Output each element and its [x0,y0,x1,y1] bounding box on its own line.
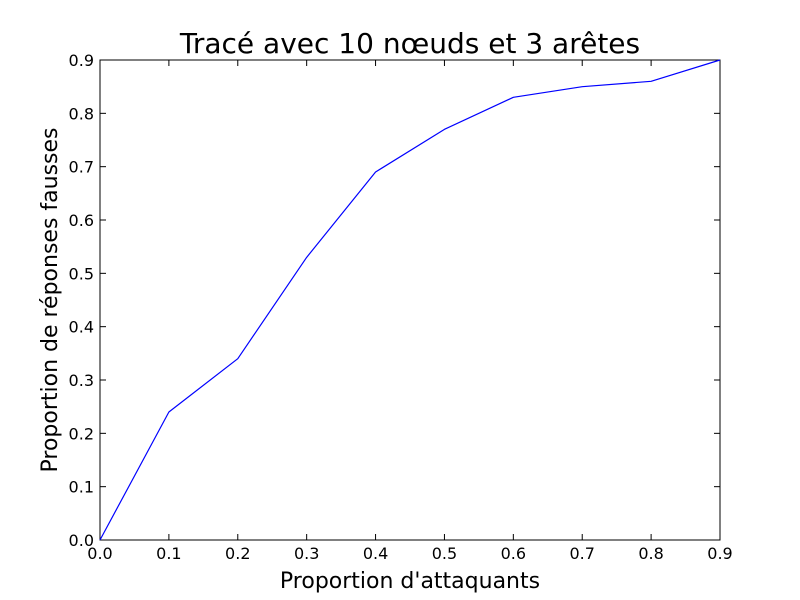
x-tick-label: 0.4 [363,544,388,563]
series-line-0 [99,59,721,541]
plot-frame [99,59,721,541]
y-tick-label: 0.7 [69,158,94,177]
x-tick-label: 0.3 [294,544,319,563]
x-axis-label: Proportion d'attaquants [280,569,540,594]
x-tick-label: 0.7 [569,544,594,563]
y-axis-ticks: 0.0 0.1 0.2 0.3 0.4 0.5 0.6 0.7 0.8 0.9 [69,51,720,550]
x-tick-label: 0.6 [501,544,526,563]
plot-area: 0.0 0.1 0.2 0.3 0.4 0.5 0.6 0.7 0.8 0.9 0.0 0.1 0.2… [69,51,733,563]
x-tick-label: 0.1 [156,544,181,563]
y-axis-label: Proportion de réponses fausses [38,127,63,472]
x-tick-label: 0.9 [707,544,732,563]
y-tick-label: 0.8 [69,104,94,123]
x-axis-ticks: 0.0 0.1 0.2 0.3 0.4 0.5 0.6 0.7 0.8 0.9 [87,60,733,563]
y-tick-label: 0.9 [69,51,94,70]
y-tick-label: 0.4 [69,318,94,337]
x-tick-label: 0.8 [638,544,663,563]
y-tick-label: 0.1 [69,478,94,497]
x-tick-label: 0.5 [432,544,457,563]
chart-title: Tracé avec 10 nœuds et 3 arêtes [179,27,640,60]
x-tick-label: 0.2 [225,544,250,563]
y-tick-label: 0.2 [69,424,94,443]
series-layer [99,59,721,541]
y-tick-label: 0.0 [69,531,94,550]
x-tick-label: 0.0 [87,544,112,563]
y-tick-label: 0.6 [69,211,94,230]
y-tick-label: 0.3 [69,371,94,390]
y-tick-label: 0.5 [69,264,94,283]
